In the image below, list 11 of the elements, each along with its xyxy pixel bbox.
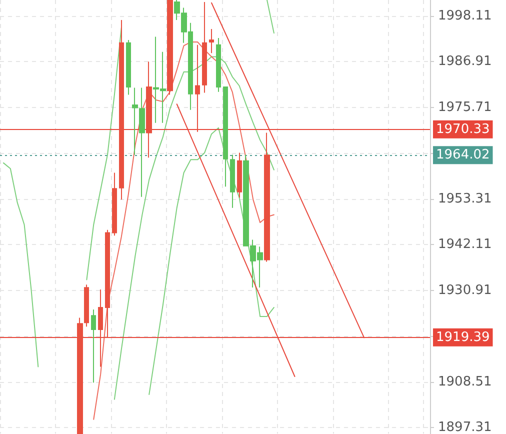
y-tick-label: 1998.11	[438, 8, 492, 24]
y-tick-label: 1897.31	[438, 420, 492, 434]
y-tick-label: 1953.31	[438, 191, 492, 206]
y-tick-label: 1942.11	[438, 237, 492, 252]
y-tick-label: 1908.51	[438, 374, 492, 390]
ref-line-label: 1970.33	[436, 122, 490, 137]
y-tick-label: 1930.91	[438, 282, 492, 298]
y-tick-label: 1986.91	[438, 54, 492, 70]
ref-line-label: 1919.39	[436, 330, 490, 345]
ref-line-label: 1964.02	[436, 148, 490, 163]
y-tick-label: 1975.71	[438, 100, 492, 115]
